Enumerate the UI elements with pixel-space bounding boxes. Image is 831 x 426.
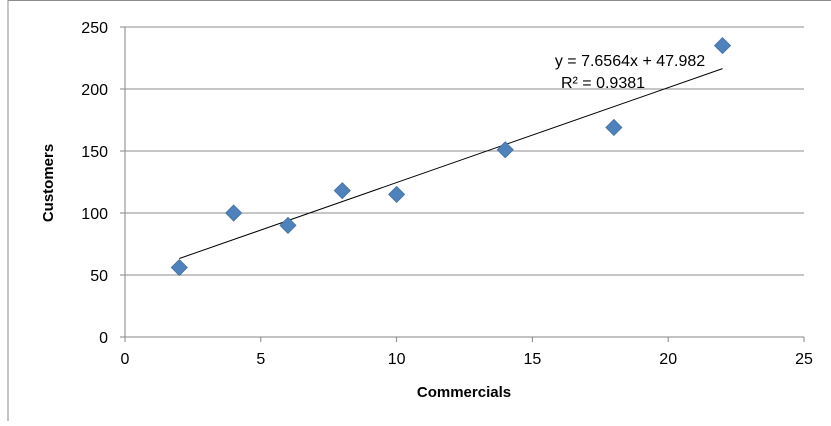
x-tick-label-15: 15: [524, 351, 542, 368]
axes: [120, 26, 805, 342]
trendline-r2: R² = 0.9381: [561, 75, 645, 92]
x-axis-label: Commercials: [417, 384, 511, 401]
data-point: [333, 182, 351, 200]
trendline: [179, 68, 723, 259]
x-tick-label-25: 25: [795, 351, 813, 368]
data-point: [713, 37, 732, 55]
data-point: [388, 185, 406, 203]
trendline-equation: y = 7.6564x + 47.982: [555, 53, 705, 70]
data-point: [279, 216, 297, 234]
data-points: [170, 37, 732, 277]
y-tick-label-200: 200: [81, 82, 108, 99]
x-tick-label-20: 20: [659, 351, 677, 368]
x-tick-label-0: 0: [121, 351, 130, 368]
trendline-layer: [179, 68, 723, 259]
y-tick-label-0: 0: [99, 330, 108, 347]
y-tick-label-50: 50: [90, 268, 108, 285]
tick-labels: 0 50 100 150 200 250 0 5 10 15 20 25: [81, 20, 813, 368]
y-tick-label-150: 150: [81, 144, 108, 161]
y-tick-label-100: 100: [81, 206, 108, 223]
y-tick-label-250: 250: [81, 20, 108, 37]
data-point: [496, 141, 514, 159]
data-point: [605, 118, 623, 137]
x-tick-label-5: 5: [256, 351, 265, 368]
data-point: [225, 204, 243, 222]
x-tick-label-10: 10: [388, 351, 406, 368]
y-axis-label: Customers: [40, 144, 57, 222]
data-point: [170, 258, 188, 277]
